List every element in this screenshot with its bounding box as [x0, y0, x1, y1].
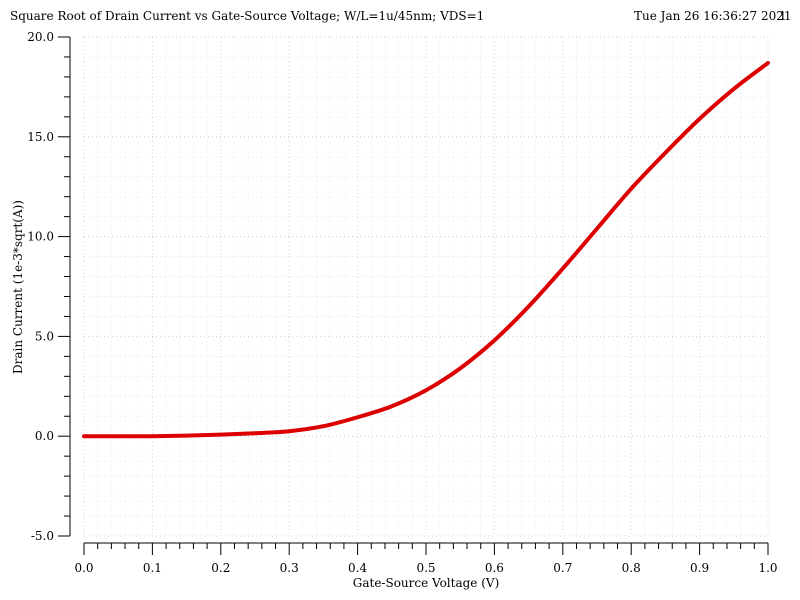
x-tick-label: 0.4 [348, 561, 367, 575]
timestamp: Tue Jan 26 16:36:27 2021 [634, 9, 792, 23]
series-line [82, 60, 770, 439]
y-tick-label: 15.0 [27, 130, 54, 144]
page-number: 1 [779, 9, 787, 23]
series-layer [82, 60, 770, 439]
x-tick-label: 1.0 [758, 561, 777, 575]
y-tick-label: 5.0 [35, 329, 54, 343]
x-tick-label: 0.2 [211, 561, 230, 575]
chart-title: Square Root of Drain Current vs Gate-Sou… [10, 9, 485, 23]
axes [58, 36, 769, 555]
x-tick-label: 0.3 [280, 561, 299, 575]
x-tick-label: 0.6 [485, 561, 504, 575]
y-axis-label: Drain Current (1e-3*sqrt(A)) [11, 200, 25, 374]
y-tick-label: 10.0 [27, 230, 54, 244]
x-tick-label: 0.7 [553, 561, 572, 575]
y-tick-label: 0.0 [35, 429, 54, 443]
y-tick-label: 20.0 [27, 30, 54, 44]
x-tick-label: 0.8 [622, 561, 641, 575]
x-tick-label: 0.1 [143, 561, 162, 575]
grid [83, 36, 769, 537]
tick-labels: -5.0 0.0 5.0 10.0 15.0 20.0 0.0 0.1 0.2 0.3 0.4 0.5… [27, 30, 777, 575]
x-tick-label: 0.0 [74, 561, 93, 575]
x-tick-label: 0.9 [690, 561, 709, 575]
x-tick-label: 0.5 [416, 561, 435, 575]
y-tick-label: -5.0 [31, 529, 54, 543]
x-axis-label: Gate-Source Voltage (V) [353, 576, 500, 590]
